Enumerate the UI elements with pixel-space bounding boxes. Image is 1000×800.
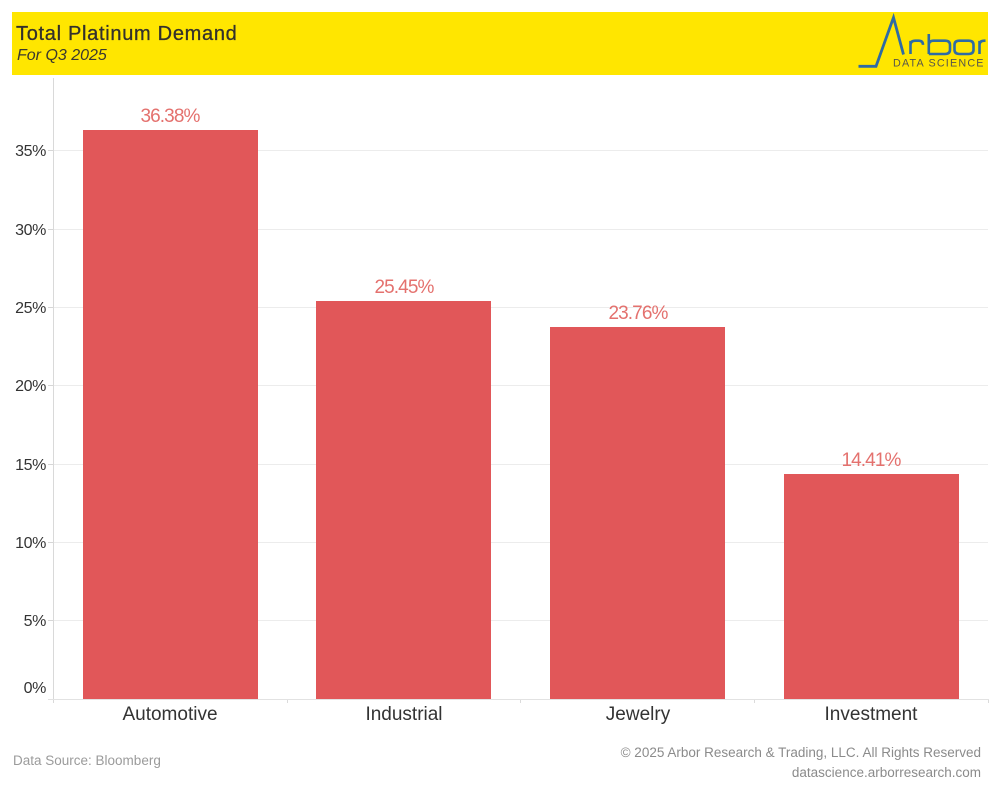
svg-text:DATA SCIENCE: DATA SCIENCE: [893, 58, 985, 70]
